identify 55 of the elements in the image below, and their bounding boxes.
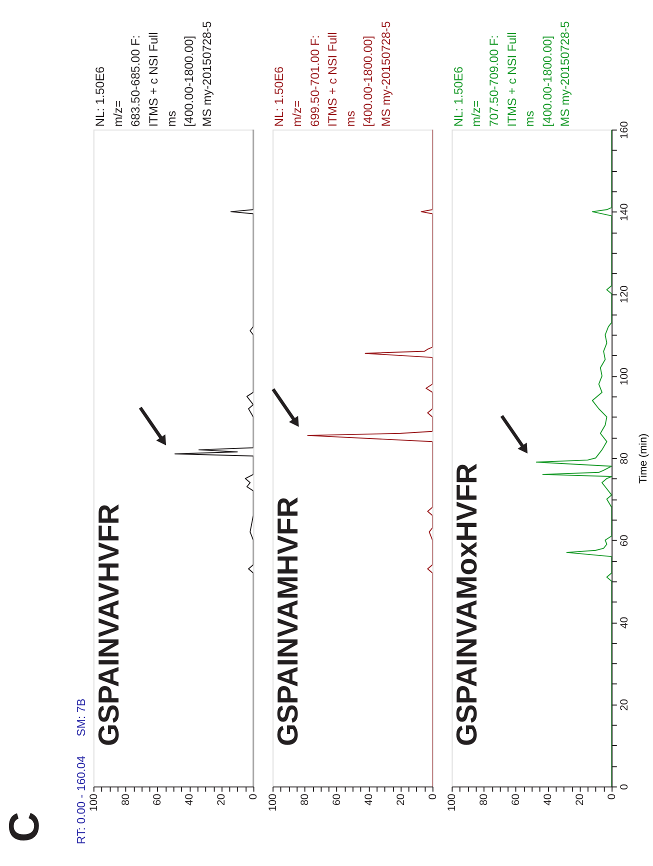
y-tick-label: 120 [618, 285, 630, 304]
x-tick-label: 60 [510, 794, 522, 806]
text: MS my-20150728-5 [379, 20, 394, 127]
y-tick-label: 160 [618, 121, 630, 139]
x-tick-label: 80 [298, 794, 311, 806]
text: 683.50-685.00 F: [128, 35, 143, 127]
text: NL: 1.50E6 [451, 66, 466, 127]
x-tick-label: 20 [574, 794, 586, 806]
y-tick-label: 80 [618, 452, 630, 464]
text: ms [522, 110, 537, 127]
y-tick-label: 20 [618, 698, 630, 711]
y-tick-label: 40 [618, 616, 630, 629]
x-tick-label: 80 [120, 794, 132, 806]
x-tick-label: 100 [88, 794, 100, 812]
text: GSPAINVAMHVFR [272, 496, 305, 746]
x-tick-label: 40 [362, 794, 375, 806]
text: ITMS + c NSI Full [146, 32, 160, 127]
text: [400.00-1800.00] [361, 36, 376, 127]
x-tick-label: 60 [152, 794, 164, 806]
x-tick-label: 100 [266, 794, 279, 812]
text: [400.00-1800.00] [540, 36, 554, 127]
x-tick-label: 0 [248, 794, 260, 800]
x-tick-label: 60 [330, 794, 343, 806]
text: m/z= [469, 100, 484, 127]
text: MS my-20150728-5 [558, 20, 572, 127]
x-tick-label: 20 [216, 794, 228, 806]
text: m/z= [110, 100, 125, 127]
text: ITMS + c NSI Full [504, 32, 519, 127]
text: ms [343, 110, 358, 127]
y-axis-title: Time (min) [638, 433, 650, 484]
text: GSPAINVAMoxHVFR [452, 462, 484, 746]
x-tick-label: 40 [542, 794, 554, 806]
x-tick-label: 80 [478, 794, 490, 806]
text: 707.50-709.00 F: [486, 35, 501, 127]
text: RT: 0.00 - 160.04 [76, 755, 88, 844]
x-tick-label: 0 [426, 794, 439, 800]
x-tick-label: 20 [394, 794, 407, 806]
x-tick-label: 40 [184, 794, 196, 806]
y-tick-label: 0 [618, 784, 630, 790]
y-tick-label: 60 [618, 534, 630, 546]
y-tick-label: 100 [618, 367, 630, 386]
text: MS my-20150728-5 [200, 20, 214, 127]
text: ms [164, 110, 178, 127]
text: [400.00-1800.00] [182, 36, 196, 127]
x-tick-label: 100 [446, 794, 458, 812]
text: ITMS + c NSI Full [326, 32, 340, 127]
x-tick-label: 0 [606, 794, 618, 800]
y-tick-label: 140 [618, 203, 630, 222]
text: NL: 1.50E6 [272, 66, 286, 127]
text: NL: 1.50E6 [93, 66, 108, 127]
text: 699.50-701.00 F: [308, 35, 322, 127]
text: SM: 7B [76, 698, 88, 736]
text: C [0, 812, 48, 842]
text: GSPAINVAVHVFR [93, 504, 126, 746]
text: m/z= [290, 100, 304, 127]
